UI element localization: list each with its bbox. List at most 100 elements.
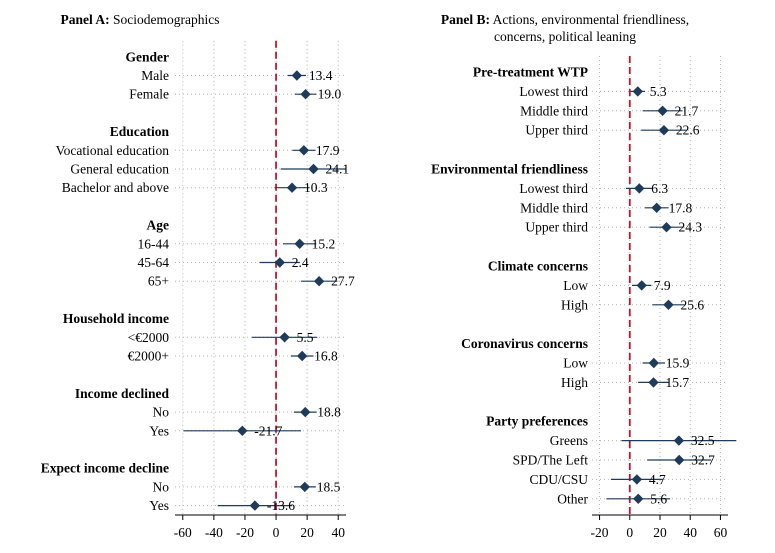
- point-estimate-marker: [657, 105, 668, 116]
- value-label: 22.6: [676, 123, 700, 138]
- x-tick-label: 20: [300, 525, 314, 540]
- row-label-low: Low: [563, 356, 588, 371]
- group-header-income-declined: Income declined: [75, 386, 170, 401]
- value-label: 25.6: [680, 297, 704, 312]
- row-label-low: Low: [563, 278, 588, 293]
- row-label-middle-third: Middle third: [520, 103, 588, 118]
- point-estimate-marker: [648, 377, 659, 388]
- row-label-no: No: [153, 479, 170, 494]
- row-label-upper-third: Upper third: [525, 123, 588, 138]
- row-label-greens: Greens: [550, 433, 588, 448]
- value-label: 24.1: [326, 162, 350, 177]
- row-label-vocational-education: Vocational education: [56, 143, 170, 158]
- row-label-2000: <€2000: [128, 330, 170, 345]
- value-label: 18.5: [317, 479, 341, 494]
- point-estimate-marker: [636, 280, 647, 291]
- row-label-yes: Yes: [149, 423, 169, 438]
- value-label: 17.8: [669, 200, 693, 215]
- value-label: -13.6: [267, 498, 295, 513]
- value-label: 24.3: [678, 220, 702, 235]
- point-estimate-marker: [274, 257, 285, 268]
- point-estimate-marker: [291, 70, 303, 81]
- panel-title-prefix: Panel A:: [61, 12, 110, 27]
- row-label-spd-the-left: SPD/The Left: [513, 453, 589, 468]
- row-label-45-64: 45-64: [138, 255, 170, 270]
- row-label-high: High: [561, 375, 588, 390]
- value-label: 4.7: [649, 472, 666, 487]
- panel-b-title-line2: concerns, political leaning: [494, 29, 636, 44]
- value-label: 10.3: [304, 180, 328, 195]
- x-tick-label: -60: [174, 525, 192, 540]
- group-header-coronavirus-concerns: Coronavirus concerns: [461, 336, 588, 351]
- row-label-no: No: [153, 405, 170, 420]
- value-label: 21.7: [675, 103, 699, 118]
- point-estimate-marker: [661, 222, 672, 233]
- x-tick-label: -20: [236, 525, 254, 540]
- x-tick-label: 0: [273, 525, 280, 540]
- point-estimate-marker: [279, 332, 290, 343]
- group-header-household-income: Household income: [63, 311, 169, 326]
- value-label: 5.5: [297, 330, 314, 345]
- point-estimate-marker: [673, 454, 685, 466]
- group-header-climate-concerns: Climate concerns: [488, 259, 588, 274]
- value-label: 5.3: [650, 84, 667, 99]
- row-label-16-44: 16-44: [138, 236, 170, 251]
- panel-title-prefix: Panel B:: [441, 12, 490, 27]
- x-tick-label: -40: [205, 525, 223, 540]
- x-tick-label: -20: [591, 525, 609, 540]
- row-label-cdu-csu: CDU/CSU: [529, 472, 588, 487]
- row-label-other: Other: [557, 491, 588, 506]
- group-header-pre-treatment-wtp: Pre-treatment WTP: [473, 65, 588, 80]
- value-label: 17.9: [316, 143, 340, 158]
- point-estimate-marker: [631, 474, 643, 485]
- value-label: 6.3: [651, 181, 668, 196]
- point-estimate-marker: [648, 357, 660, 369]
- row-label-bachelor-and-above: Bachelor and above: [62, 180, 169, 195]
- row-label-yes: Yes: [149, 498, 169, 513]
- group-header-age: Age: [147, 218, 170, 233]
- row-label-upper-third: Upper third: [525, 220, 588, 235]
- point-estimate-marker: [300, 89, 311, 100]
- panel-a: -60 -40 -20 0 20 40 Gender Male 13.4 Female 19.0 Ed…: [41, 40, 355, 540]
- row-label-general-education: General education: [70, 162, 169, 177]
- row-label-2000: €2000+: [128, 349, 169, 364]
- panel-title-text: Actions, environmental friendliness,: [490, 12, 689, 27]
- group-header-expect-income-decline: Expect income decline: [41, 461, 169, 476]
- point-estimate-marker: [299, 481, 311, 493]
- point-estimate-marker: [651, 202, 662, 213]
- panel-a-title: Panel A: Sociodemographics: [61, 12, 220, 27]
- group-header-gender: Gender: [126, 49, 170, 64]
- value-label: 5.6: [650, 491, 667, 506]
- point-estimate-marker: [658, 125, 670, 136]
- value-label: 19.0: [318, 87, 342, 102]
- value-label: 32.5: [691, 433, 715, 448]
- point-estimate-marker: [632, 86, 643, 97]
- group-header-environmental-friendliness: Environmental friendliness: [431, 162, 588, 177]
- panel-b: -20 0 20 40 60 Pre-treatment WTP Lowest third 5…: [431, 56, 737, 540]
- x-tick-label: 60: [714, 525, 728, 540]
- value-label: 13.4: [309, 68, 333, 83]
- point-estimate-marker: [249, 500, 261, 511]
- point-estimate-marker: [673, 435, 685, 446]
- row-label-high: High: [561, 297, 588, 312]
- point-estimate-marker: [308, 163, 319, 175]
- value-label: 15.2: [312, 236, 336, 251]
- point-estimate-marker: [298, 145, 310, 156]
- point-estimate-marker: [237, 425, 248, 436]
- x-tick-label: 20: [653, 525, 667, 540]
- row-label-male: Male: [141, 68, 169, 83]
- value-label: 18.8: [317, 405, 341, 420]
- row-label-lowest-third: Lowest third: [519, 84, 588, 99]
- point-estimate-marker: [663, 299, 674, 310]
- value-label: 15.9: [666, 356, 690, 371]
- value-label: 2.4: [292, 255, 309, 270]
- point-estimate-marker: [300, 406, 311, 418]
- value-label: 27.7: [331, 274, 355, 289]
- point-estimate-marker: [296, 350, 308, 362]
- row-label-65: 65+: [148, 274, 169, 289]
- point-estimate-marker: [313, 276, 325, 287]
- group-header-education: Education: [110, 124, 170, 139]
- value-label: 7.9: [654, 278, 671, 293]
- row-label-middle-third: Middle third: [520, 200, 588, 215]
